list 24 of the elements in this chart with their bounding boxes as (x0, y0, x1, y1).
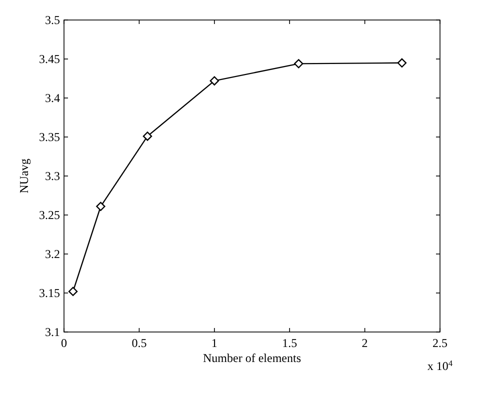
y-tick-label: 3.1 (45, 325, 60, 339)
x-tick-label: 1 (211, 336, 218, 350)
y-tick-label: 3.15 (39, 286, 60, 300)
x-tick-label: 0 (61, 336, 67, 350)
x-tick-label: 2 (362, 336, 368, 350)
x-tick-label: 2.5 (432, 336, 448, 350)
point (96, 202, 106, 212)
point (210, 76, 219, 86)
y-tick-label: 3.3 (45, 169, 60, 183)
x-tick-label: 1.5 (282, 336, 298, 350)
point (68, 286, 78, 296)
y-tick-label: 3.4 (45, 91, 60, 105)
point (142, 132, 152, 141)
point (294, 59, 304, 68)
y-tick-label: 3.2 (45, 247, 60, 261)
y-tick-label: 3.25 (39, 208, 60, 222)
y-tick-label: 3.5 (45, 13, 60, 27)
x-tick-label: 0.5 (132, 336, 147, 350)
y-tick-label: 3.35 (39, 130, 60, 144)
y-axis-title: NUavg (17, 158, 31, 194)
point (397, 58, 407, 68)
x-axis-title: Number of elements (203, 351, 302, 365)
text: x 10$^{4}$ (427, 358, 454, 373)
y-tick-label: 3.45 (39, 52, 60, 66)
